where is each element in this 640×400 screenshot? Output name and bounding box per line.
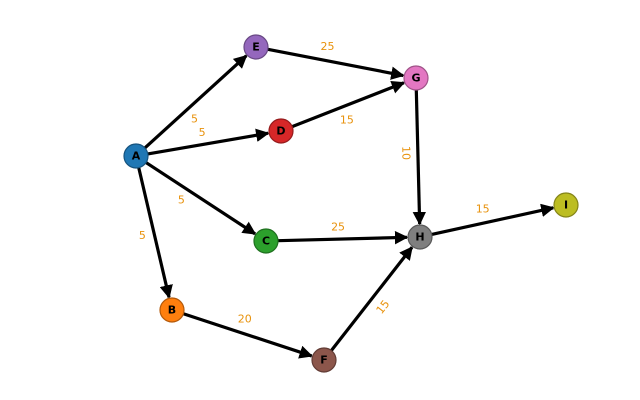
edge-a-e: 5	[143, 54, 248, 150]
edge-arrow	[182, 312, 313, 359]
node-i: I	[553, 192, 579, 218]
edge-weight-label: 20	[238, 313, 252, 326]
node-circle	[403, 65, 429, 91]
edge-arrow	[431, 203, 555, 236]
node-g: G	[403, 65, 429, 91]
nodes-layer: A B C D E F G H I	[123, 34, 579, 373]
edge-arrow	[267, 47, 405, 80]
node-circle	[407, 224, 433, 250]
edge-arrow	[291, 80, 406, 129]
node-circle	[311, 347, 337, 373]
node-e: E	[243, 34, 269, 60]
edge-weight-label: 10	[399, 146, 412, 160]
edge-arrow	[330, 246, 414, 352]
edge-f-h: 15	[330, 246, 414, 352]
node-label: D	[276, 125, 285, 138]
edge-a-c: 5	[145, 161, 257, 236]
node-a: A	[123, 143, 149, 169]
edge-a-d: 5	[147, 126, 270, 156]
node-circle	[268, 118, 294, 144]
edge-weight-label: 5	[191, 113, 198, 126]
node-circle	[123, 143, 149, 169]
node-label: I	[564, 199, 568, 212]
node-b: B	[159, 297, 185, 323]
edge-a-b: 5	[137, 167, 173, 299]
edge-c-h: 25	[277, 221, 409, 245]
edge-weight-label: 5	[139, 229, 146, 242]
node-f: F	[311, 347, 337, 373]
edge-b-f: 20	[182, 312, 313, 359]
edge-weight-label: 15	[476, 202, 490, 215]
edge-h-i: 15	[431, 202, 555, 236]
node-circle	[243, 34, 269, 60]
edge-g-h: 10	[399, 89, 427, 226]
edge-arrow	[277, 230, 409, 245]
edge-arrow	[145, 161, 257, 236]
edge-weight-label: 25	[320, 40, 334, 53]
edge-weight-label: 5	[199, 126, 206, 139]
edge-d-g: 15	[291, 80, 406, 129]
node-label: G	[411, 72, 420, 85]
edge-weight-label: 5	[178, 194, 185, 207]
edge-arrow	[412, 89, 427, 226]
node-circle	[253, 228, 279, 254]
node-label: F	[320, 354, 328, 367]
node-label: B	[168, 304, 176, 317]
node-circle	[159, 297, 185, 323]
node-label: A	[132, 150, 141, 163]
node-label: C	[262, 235, 270, 248]
node-d: D	[268, 118, 294, 144]
edge-weight-label: 25	[331, 221, 345, 234]
node-c: C	[253, 228, 279, 254]
node-label: E	[252, 41, 260, 54]
node-label: H	[415, 231, 424, 244]
edge-e-g: 25	[267, 40, 405, 80]
node-h: H	[407, 224, 433, 250]
node-circle	[553, 192, 579, 218]
edge-weight-label: 15	[374, 298, 393, 317]
edge-weight-label: 15	[340, 114, 354, 127]
edge-arrow	[143, 54, 248, 150]
edge-arrow	[147, 128, 270, 156]
edge-arrow	[137, 167, 173, 299]
